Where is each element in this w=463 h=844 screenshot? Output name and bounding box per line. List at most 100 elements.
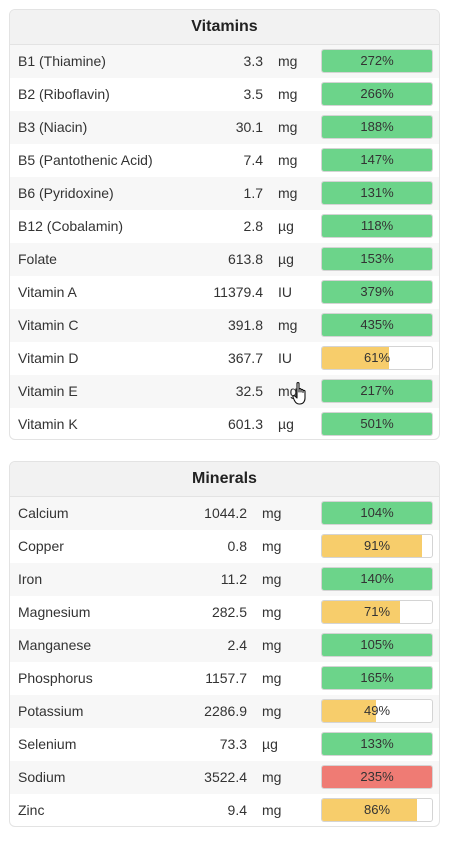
nutrient-amount: 3.3 [243, 53, 263, 69]
nutrient-unit: mg [262, 670, 282, 686]
vitamins-title: Vitamins [10, 10, 439, 45]
daily-value-fill [322, 248, 432, 270]
nutrient-unit: mg [262, 637, 282, 653]
nutrient-name: Phosphorus [18, 670, 93, 686]
nutrient-unit: mg [278, 185, 298, 201]
daily-value-bar: 266% [321, 82, 433, 106]
daily-value-percent: 379% [360, 284, 394, 299]
daily-value-fill [322, 667, 432, 689]
daily-value-fill [322, 182, 432, 204]
nutrient-amount: 30.1 [235, 119, 263, 135]
nutrient-amount: 1044.2 [204, 505, 247, 521]
nutrient-amount: 2.8 [243, 218, 263, 234]
daily-value-fill [322, 215, 432, 237]
nutrient-amount: 2.4 [227, 637, 247, 653]
daily-value-percent: 235% [360, 769, 394, 784]
nutrient-row: Vitamin E 32.5 mg 217% [10, 375, 439, 408]
daily-value-bar: 217% [321, 379, 433, 403]
daily-value-bar: 104% [321, 501, 433, 525]
nutrient-name: Zinc [18, 802, 45, 818]
nutrient-unit: mg [262, 703, 282, 719]
nutrient-row: Vitamin D 367.7 IU 61% [10, 342, 439, 375]
nutrient-unit: mg [278, 119, 298, 135]
nutrient-unit: µg [278, 218, 294, 234]
nutrient-unit: mg [278, 86, 298, 102]
nutrient-row: Folate 613.8 µg 153% [10, 243, 439, 276]
daily-value-fill [322, 634, 432, 656]
nutrient-name: Manganese [18, 637, 92, 653]
minerals-list: Calcium 1044.2 mg 104% Copper 0.8 mg 91% Iron 11.… [10, 497, 439, 826]
daily-value-bar: 49% [321, 699, 433, 723]
daily-value-bar: 118% [321, 214, 433, 238]
daily-value-bar: 501% [321, 412, 433, 436]
daily-value-fill [322, 380, 432, 402]
daily-value-fill [322, 535, 423, 557]
nutrient-name: Vitamin K [18, 416, 78, 432]
nutrient-unit: mg [278, 317, 298, 333]
nutrient-amount: 3522.4 [204, 769, 247, 785]
daily-value-fill [322, 116, 432, 138]
nutrient-amount: 11379.4 [213, 284, 263, 300]
nutrient-row: Calcium 1044.2 mg 104% [10, 497, 439, 530]
nutrient-row: B12 (Cobalamin) 2.8 µg 118% [10, 210, 439, 243]
daily-value-percent: 131% [360, 185, 394, 200]
nutrient-row: Sodium 3522.4 mg 235% [10, 761, 439, 794]
daily-value-bar: 71% [321, 600, 433, 624]
hand-pointer-icon [292, 381, 306, 405]
nutrient-unit: mg [262, 538, 282, 554]
daily-value-percent: 49% [363, 703, 391, 718]
nutrient-name: B2 (Riboflavin) [18, 86, 110, 102]
daily-value-percent: 147% [360, 152, 394, 167]
nutrient-unit: mg [262, 769, 282, 785]
nutrient-name: Vitamin C [18, 317, 79, 333]
daily-value-percent: 91% [363, 538, 391, 553]
daily-value-fill [322, 733, 432, 755]
vitamins-panel: Vitamins B1 (Thiamine) 3.3 mg 272% B2 (Ribof… [9, 9, 440, 440]
daily-value-bar: 165% [321, 666, 433, 690]
daily-value-percent: 86% [363, 802, 391, 817]
daily-value-fill [322, 347, 390, 369]
nutrient-amount: 73.3 [219, 736, 247, 752]
nutrient-row: Potassium 2286.9 mg 49% [10, 695, 439, 728]
nutrient-row: Vitamin K 601.3 µg 501% [10, 408, 439, 439]
nutrient-amount: 601.3 [227, 416, 263, 432]
daily-value-bar: 153% [321, 247, 433, 271]
daily-value-bar: 131% [321, 181, 433, 205]
daily-value-bar: 86% [321, 798, 433, 822]
daily-value-percent: 104% [360, 505, 394, 520]
daily-value-fill [322, 700, 376, 722]
nutrient-row: Selenium 73.3 µg 133% [10, 728, 439, 761]
nutrient-name: Calcium [18, 505, 69, 521]
nutrient-unit: µg [278, 416, 294, 432]
nutrient-name: Folate [18, 251, 57, 267]
daily-value-fill [322, 766, 432, 788]
daily-value-percent: 272% [360, 53, 394, 68]
nutrient-unit: mg [262, 604, 282, 620]
daily-value-fill [322, 502, 432, 524]
nutrient-name: B6 (Pyridoxine) [18, 185, 114, 201]
daily-value-fill [322, 50, 432, 72]
nutrient-amount: 0.8 [227, 538, 247, 554]
daily-value-bar: 435% [321, 313, 433, 337]
daily-value-bar: 147% [321, 148, 433, 172]
nutrient-row: Copper 0.8 mg 91% [10, 530, 439, 563]
nutrient-row: Vitamin C 391.8 mg 435% [10, 309, 439, 342]
daily-value-fill [322, 83, 432, 105]
nutrient-unit: IU [278, 350, 292, 366]
nutrient-unit: mg [278, 383, 298, 399]
nutrient-amount: 7.4 [243, 152, 263, 168]
nutrient-name: Potassium [18, 703, 84, 719]
nutrient-name: Magnesium [18, 604, 91, 620]
nutrient-name: Sodium [18, 769, 66, 785]
daily-value-percent: 188% [360, 119, 394, 134]
nutrient-row: Magnesium 282.5 mg 71% [10, 596, 439, 629]
daily-value-percent: 153% [360, 251, 394, 266]
daily-value-fill [322, 568, 432, 590]
daily-value-percent: 71% [363, 604, 391, 619]
nutrient-amount: 282.5 [211, 604, 247, 620]
nutrient-unit: mg [262, 571, 282, 587]
minerals-title: Minerals [10, 462, 439, 497]
daily-value-percent: 501% [360, 416, 394, 431]
nutrient-amount: 1.7 [243, 185, 263, 201]
nutrient-row: B6 (Pyridoxine) 1.7 mg 131% [10, 177, 439, 210]
